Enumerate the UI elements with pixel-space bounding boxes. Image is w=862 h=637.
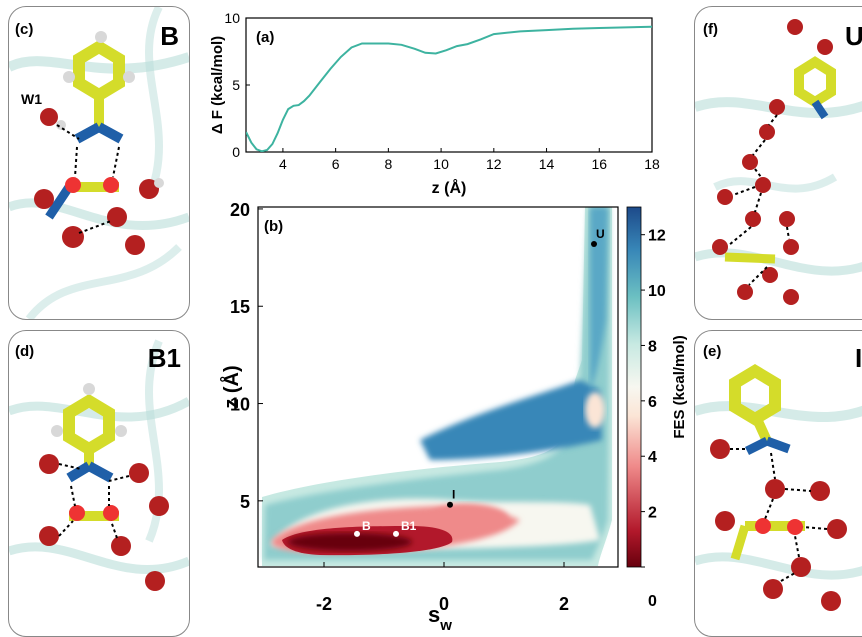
chart-a-xtick-label: 6 [332,156,340,172]
colorbar-tick-label: 0 [648,593,657,610]
panel-c-annotation: W1 [21,91,42,107]
chart-a-ytick-label: 5 [232,77,240,93]
chart-b-xlabel: sw [428,602,452,634]
chart-b-point-label: U [596,227,605,241]
chart-a-ytick-label: 10 [224,10,240,26]
chart-a-frame [245,17,653,153]
chart-b-point-label: B [362,519,371,533]
chart-b-ytick-label: 15 [230,297,250,317]
chart-b-surface [258,207,618,567]
panel-f-state: U [845,21,862,51]
chart-b-panel-label: (b) [264,218,283,235]
chart-a-xlabel: z (Å) [432,178,467,197]
colorbar-tick-label: 2 [648,505,657,522]
molecule-b-illustration [9,7,189,319]
chart-b-point-b [354,530,360,537]
chart-b-frame [257,206,619,568]
panel-e-state: I [855,343,862,373]
panel-e: (e) I [694,330,862,637]
chart-b-point-label: B1 [401,519,417,533]
colorbar-tick-label: 10 [648,283,666,300]
chart-a-xtick-label: 12 [486,156,502,172]
chart-a-xtick-label: 18 [644,156,660,172]
chart-b-ytick-label: 10 [230,395,250,415]
colorbar-tick-label: 8 [648,338,657,355]
chart-a-xtick-label: 8 [384,156,392,172]
chart-a-xtick-label: 10 [433,156,449,172]
molecule-b1-illustration [9,339,189,591]
chart-a-ytick-label: 0 [232,144,240,160]
chart-b-point-i [447,501,453,508]
panel-d-state: B1 [147,343,181,373]
panel-f-label: (f) [703,21,718,38]
chart-a-ylabel: Δ F (kcal/mol) [209,36,226,134]
colorbar-label: FES (kcal/mol) [671,335,688,438]
chart-b-point-u [591,240,597,247]
colorbar-tick-label: 6 [648,394,657,411]
chart-a-xtick-label: 4 [279,156,287,172]
chart-b-xtick-label: -2 [316,594,332,614]
chart-a-xtick-label: 16 [591,156,607,172]
chart-b-xtick-label: 2 [559,594,569,614]
chart-b-point-label: I [452,488,455,502]
panel-d: (d) B1 [8,330,190,637]
chart-b-ylabel: z (Å) [219,365,243,408]
chart-a-panel-label: (a) [256,29,274,46]
chart-b-xtick-label: 0 [439,594,449,614]
colorbar [626,206,642,568]
chart-b-ytick-label: 20 [230,200,250,220]
colorbar-tick-label: 4 [648,449,657,466]
molecule-i-illustration [695,364,862,611]
panel-c-state: B [160,21,179,51]
panel-e-label: (e) [703,343,722,360]
panel-f: (f) U [694,6,862,320]
panel-c: (c) B W1 [8,6,190,320]
molecule-u-illustration [695,19,862,305]
chart-b-point-b1 [393,530,399,537]
colorbar-tick-label: 12 [648,228,666,245]
panel-d-label: (d) [15,343,35,360]
chart-a-xtick-label: 14 [539,156,555,172]
chart-b-ytick-label: 5 [240,492,250,512]
panel-c-label: (c) [15,21,34,38]
chart-a-series-line [246,25,652,152]
